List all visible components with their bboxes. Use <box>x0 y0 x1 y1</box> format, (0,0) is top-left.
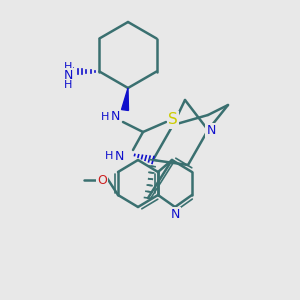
Polygon shape <box>122 88 128 110</box>
Text: H: H <box>105 151 113 161</box>
Text: N: N <box>170 208 180 220</box>
Text: H: H <box>64 80 73 89</box>
Text: N: N <box>110 110 120 124</box>
Text: H: H <box>64 61 73 71</box>
Text: N: N <box>64 69 73 82</box>
Text: S: S <box>168 112 178 128</box>
Text: O: O <box>97 173 107 187</box>
Text: H: H <box>101 112 109 122</box>
Text: N: N <box>114 149 124 163</box>
Text: N: N <box>206 124 216 136</box>
